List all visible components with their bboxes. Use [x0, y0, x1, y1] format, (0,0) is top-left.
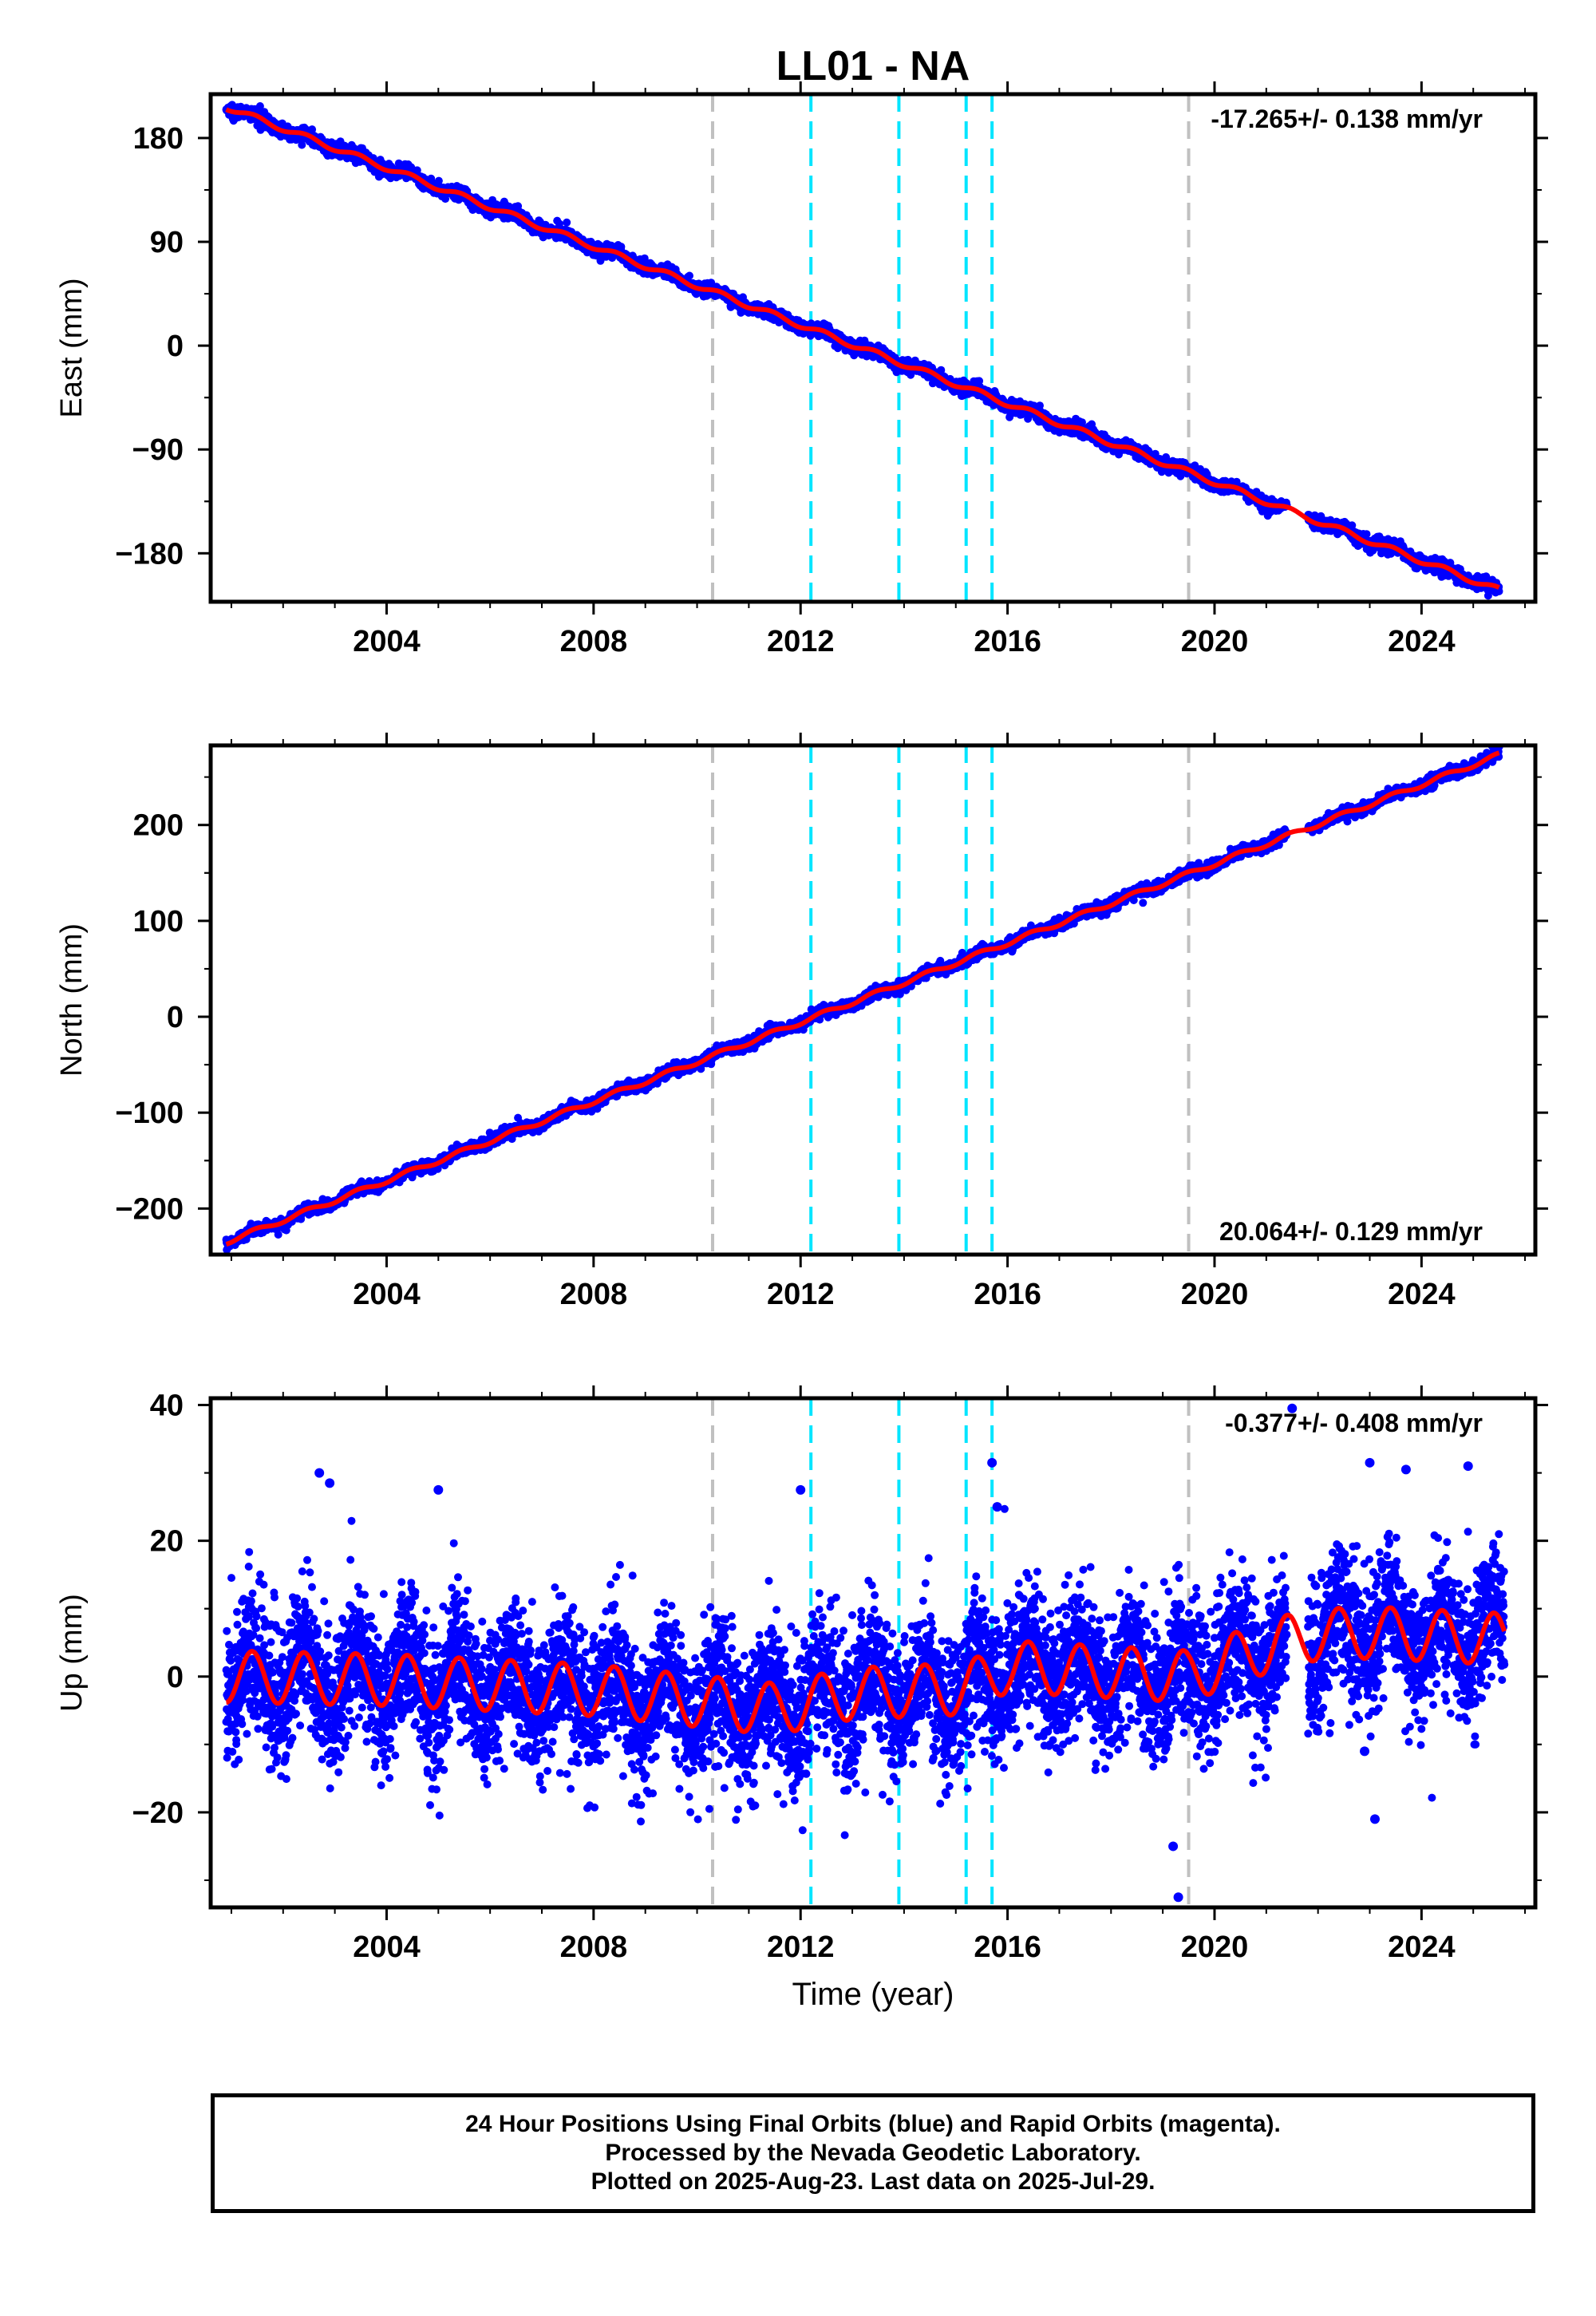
data-point [308, 125, 317, 134]
rate-label: -17.265+/- 0.138 mm/yr [1211, 105, 1483, 133]
x-tick-label: 2004 [353, 625, 421, 658]
y-tick-label: 0 [167, 330, 184, 363]
east-panel: 2004 2008 2012 2016 2020 2024 −180 −90 0 90 180 Eas… [55, 81, 1548, 658]
x-tick-label: 2012 [767, 625, 835, 658]
x-tick-label: 2008 [560, 625, 628, 658]
north-panel: 2004 2008 2012 2016 2020 2024−200−1000100200N… [55, 733, 1548, 1311]
y-axis-label: East (mm) [55, 278, 89, 417]
y-tick-label: 90 [150, 226, 184, 259]
x-tick-label: 2024 [1388, 625, 1456, 658]
y-tick-label: −180 [115, 537, 184, 571]
y-tick-label: −90 [132, 433, 184, 467]
data-point [255, 102, 264, 110]
data-point [1362, 530, 1371, 539]
data-point [274, 1231, 282, 1239]
data-point [685, 271, 693, 280]
figure-title: LL01 - NA [776, 43, 970, 89]
x-tick-label: 2020 [1181, 625, 1249, 658]
data-point [298, 140, 306, 149]
data-point [563, 218, 571, 227]
plot-area [222, 745, 1503, 1255]
plot-area [222, 94, 1503, 602]
x-tick-label: 2016 [974, 625, 1041, 658]
y-tick-label: 180 [133, 122, 184, 156]
